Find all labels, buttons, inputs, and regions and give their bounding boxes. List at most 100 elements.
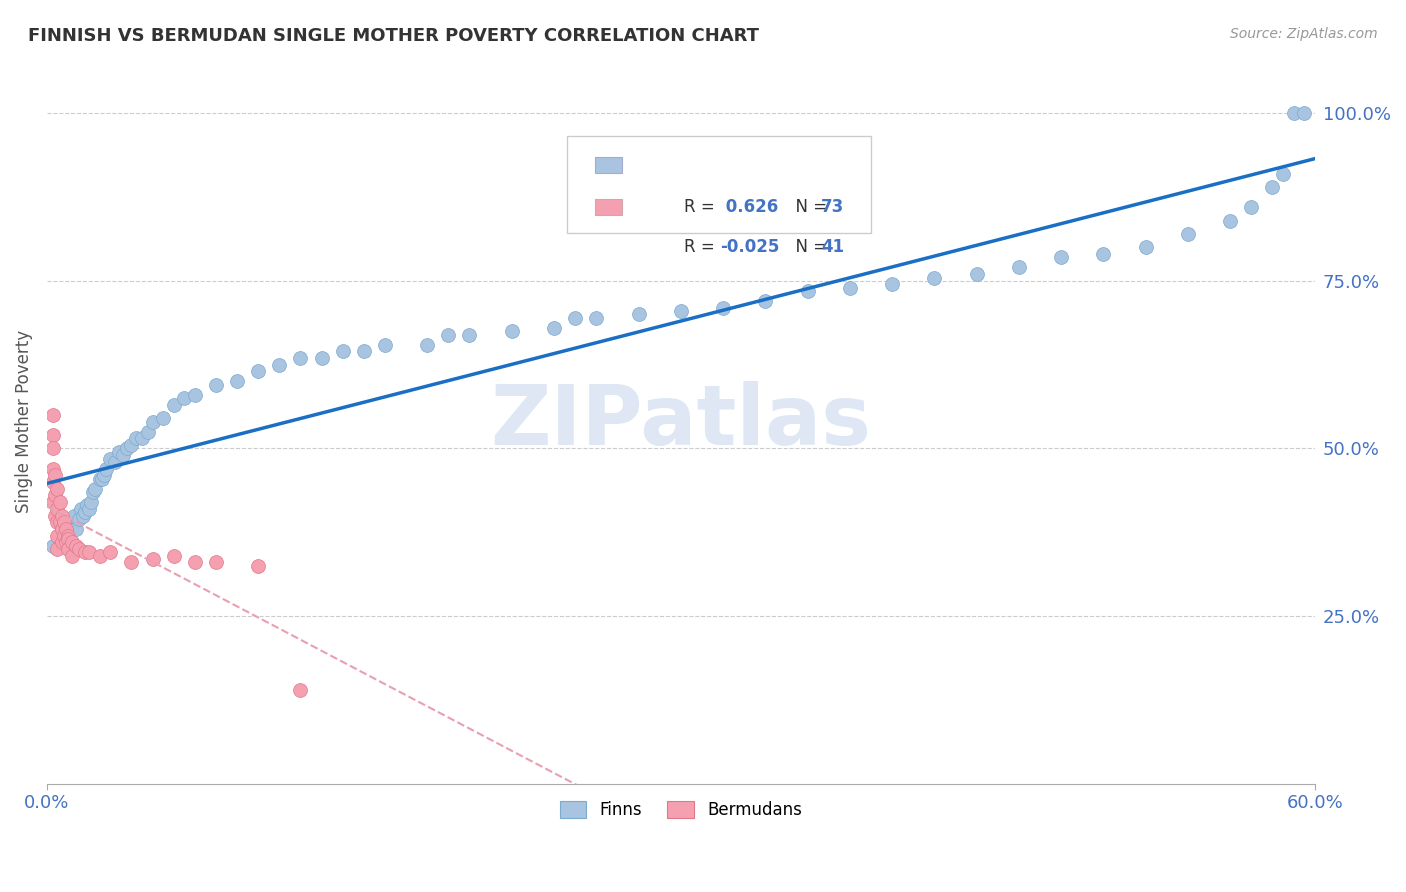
Point — [60, 515, 83, 529]
Point — [63, 508, 86, 523]
Point — [754, 293, 776, 308]
Point — [80, 495, 103, 509]
Point — [42, 475, 65, 489]
Text: 0.626: 0.626 — [720, 198, 779, 217]
Text: 41: 41 — [821, 238, 845, 256]
Point — [46, 501, 69, 516]
Point — [880, 277, 903, 292]
Point — [1261, 180, 1284, 194]
Point — [44, 468, 66, 483]
Point — [44, 488, 66, 502]
Point — [55, 522, 77, 536]
Point — [1219, 213, 1241, 227]
Point — [56, 542, 79, 557]
Point — [56, 522, 79, 536]
Point — [42, 495, 65, 509]
Point — [1282, 106, 1305, 120]
FancyBboxPatch shape — [595, 199, 623, 215]
Point — [501, 324, 523, 338]
Point — [73, 545, 96, 559]
FancyBboxPatch shape — [595, 157, 623, 173]
Point — [52, 529, 75, 543]
Point — [60, 535, 83, 549]
Point — [1050, 251, 1073, 265]
Point — [67, 512, 90, 526]
Point — [44, 508, 66, 523]
Point — [48, 495, 70, 509]
Point — [42, 408, 65, 422]
Point — [141, 415, 163, 429]
Point — [72, 508, 94, 523]
Point — [60, 549, 83, 563]
Point — [290, 351, 312, 365]
Point — [89, 472, 111, 486]
Point — [669, 304, 692, 318]
Point — [226, 375, 249, 389]
Point — [52, 515, 75, 529]
Point — [163, 398, 186, 412]
Point — [42, 539, 65, 553]
Point — [67, 542, 90, 557]
Point — [585, 310, 607, 325]
Point — [93, 468, 115, 483]
Point — [163, 549, 186, 563]
Point — [51, 529, 73, 543]
Point — [564, 310, 586, 325]
Point — [42, 442, 65, 456]
Point — [1092, 247, 1115, 261]
Point — [90, 472, 112, 486]
Point — [73, 505, 96, 519]
Point — [56, 532, 79, 546]
Point — [103, 455, 125, 469]
Point — [796, 284, 818, 298]
Point — [82, 485, 104, 500]
Point — [56, 529, 79, 543]
Point — [269, 358, 291, 372]
Point — [374, 337, 396, 351]
Point — [543, 320, 565, 334]
Point — [48, 515, 70, 529]
Point — [416, 337, 439, 351]
Point — [89, 549, 111, 563]
Point — [51, 508, 73, 523]
Point — [966, 267, 988, 281]
Point — [98, 545, 121, 559]
Point — [1135, 240, 1157, 254]
Point — [838, 280, 860, 294]
Point — [115, 442, 138, 456]
Point — [924, 270, 946, 285]
Point — [98, 451, 121, 466]
Point — [52, 518, 75, 533]
Point — [76, 499, 98, 513]
Point — [205, 556, 228, 570]
Point — [124, 432, 146, 446]
Point — [65, 522, 87, 536]
Point — [353, 344, 375, 359]
FancyBboxPatch shape — [567, 136, 870, 234]
Point — [120, 438, 142, 452]
Point — [1240, 200, 1263, 214]
Point — [69, 501, 91, 516]
Point — [290, 682, 312, 697]
Point — [111, 448, 134, 462]
Text: FINNISH VS BERMUDAN SINGLE MOTHER POVERTY CORRELATION CHART: FINNISH VS BERMUDAN SINGLE MOTHER POVERT… — [28, 27, 759, 45]
Point — [1008, 260, 1031, 275]
Point — [42, 428, 65, 442]
Point — [1177, 227, 1199, 241]
Point — [711, 301, 734, 315]
Point — [332, 344, 354, 359]
Point — [55, 535, 77, 549]
Point — [48, 535, 70, 549]
Point — [136, 425, 159, 439]
Point — [141, 552, 163, 566]
Point — [152, 411, 174, 425]
Point — [77, 545, 100, 559]
Point — [120, 556, 142, 570]
Point — [51, 535, 73, 549]
Point — [247, 364, 270, 378]
Point — [46, 482, 69, 496]
Text: 73: 73 — [821, 198, 845, 217]
Text: R =: R = — [683, 198, 720, 217]
Text: R =: R = — [683, 238, 720, 256]
Text: Source: ZipAtlas.com: Source: ZipAtlas.com — [1230, 27, 1378, 41]
